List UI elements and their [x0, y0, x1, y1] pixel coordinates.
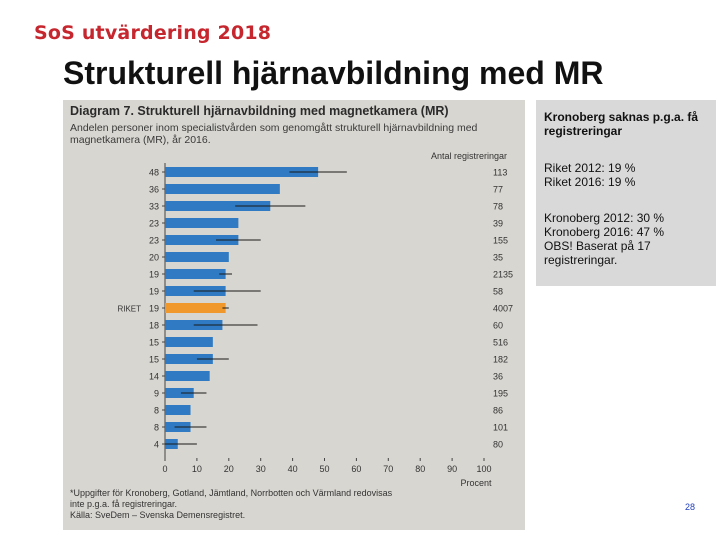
bar — [165, 218, 239, 228]
bar-value-label: 4 — [154, 440, 159, 450]
bar-value-label: 19 — [149, 287, 159, 297]
bar-count-label: 36 — [493, 372, 503, 382]
bar-value-label: 48 — [149, 168, 159, 178]
bar-value-label: 8 — [154, 423, 159, 433]
info-riket-2016: Riket 2016: 19 % — [544, 175, 636, 189]
bar-value-label: 19 — [149, 304, 159, 314]
x-tick-label: 80 — [415, 464, 425, 474]
chart-footnotes: *Uppgifter för Kronoberg, Gotland, Jämtl… — [70, 488, 510, 521]
page-number: 28 — [685, 502, 696, 512]
bar-count-label: 113 — [493, 168, 507, 178]
bar-value-label: 9 — [154, 389, 159, 399]
x-tick-label: 0 — [162, 464, 167, 474]
bar-count-label: 35 — [493, 253, 503, 263]
bar-value-label: 33 — [149, 202, 159, 212]
x-tick-label: 40 — [288, 464, 298, 474]
chart-subtitle-line: magnetkamera (MR), år 2016. — [70, 134, 211, 146]
bar — [165, 235, 239, 245]
bar-value-label: 15 — [149, 355, 159, 365]
bar-count-label: 2135 — [493, 270, 513, 280]
x-tick-label: 30 — [256, 464, 266, 474]
bar-riket — [165, 303, 226, 313]
info-kronoberg-2016: Kronoberg 2016: 47 % — [544, 225, 665, 239]
bar-value-label: 19 — [149, 270, 159, 280]
bar — [165, 320, 223, 330]
bar-count-label: 4007 — [493, 304, 513, 314]
x-tick-label: 10 — [192, 464, 202, 474]
bar — [165, 184, 280, 194]
bar-value-label: 18 — [149, 321, 159, 331]
brand-logo-text: SoS utvärdering 2018 — [34, 22, 272, 44]
bar-value-label: 8 — [154, 406, 159, 416]
info-note: Kronoberg saknas p.g.a. få registreringa… — [544, 110, 699, 138]
x-tick-label: 70 — [383, 464, 393, 474]
chart-panel: Diagram 7. Strukturell hjärnavbildning m… — [63, 100, 525, 530]
footnote-source: Källa: SveDem – Svenska Demensregistret. — [70, 510, 246, 520]
bar-value-label: 23 — [149, 236, 159, 246]
bar-count-label: 182 — [493, 355, 508, 365]
bar — [165, 269, 226, 279]
info-kronoberg-warning: OBS! Baserat på 17 registreringar. — [544, 239, 651, 267]
bar — [165, 354, 213, 364]
count-column-header: Antal registreringar — [431, 151, 508, 161]
x-tick-label: 60 — [351, 464, 361, 474]
bar-count-label: 77 — [493, 185, 503, 195]
bar-value-label: 23 — [149, 219, 159, 229]
info-kronoberg: Kronoberg 2012: 30 % Kronoberg 2016: 47 … — [544, 211, 712, 267]
x-tick-label: 50 — [319, 464, 329, 474]
bar-count-label: 101 — [493, 423, 508, 433]
bar — [165, 167, 319, 177]
bar — [165, 337, 213, 347]
x-tick-label: 20 — [224, 464, 234, 474]
bar — [165, 388, 194, 398]
bar-count-label: 195 — [493, 389, 508, 399]
bar-count-label: 516 — [493, 338, 508, 348]
bar-count-label: 39 — [493, 219, 503, 229]
bar — [165, 252, 229, 262]
x-tick-label: 100 — [476, 464, 491, 474]
chart-subtitle: Andelen personer inom specialistvården s… — [70, 122, 520, 146]
bar-value-label: 36 — [149, 185, 159, 195]
bar-count-label: 86 — [493, 406, 503, 416]
info-kronoberg-2012: Kronoberg 2012: 30 % — [544, 211, 665, 225]
bar — [165, 201, 271, 211]
bar-count-label: 80 — [493, 440, 503, 450]
footnote-line: *Uppgifter för Kronoberg, Gotland, Jämtl… — [70, 488, 393, 498]
bar — [165, 405, 191, 415]
x-axis-label: Procent — [460, 478, 492, 488]
info-box: Kronoberg saknas p.g.a. få registreringa… — [536, 100, 716, 286]
x-tick-label: 90 — [447, 464, 457, 474]
bar-value-label: 14 — [149, 372, 159, 382]
bar-count-label: 155 — [493, 236, 508, 246]
bar-count-label: 60 — [493, 321, 503, 331]
bar-value-label: 20 — [149, 253, 159, 263]
bar-count-label: 78 — [493, 202, 503, 212]
bar — [165, 371, 210, 381]
slide-title: Strukturell hjärnavbildning med MR — [63, 55, 604, 91]
bar-value-label: 15 — [149, 338, 159, 348]
chart-title: Diagram 7. Strukturell hjärnavbildning m… — [70, 104, 449, 118]
bar-count-label: 58 — [493, 287, 503, 297]
bar-prefix-label: RIKET — [117, 305, 141, 314]
info-riket: Riket 2012: 19 % Riket 2016: 19 % — [544, 161, 712, 189]
info-riket-2012: Riket 2012: 19 % — [544, 161, 636, 175]
footnote-line: inte p.g.a. få registreringar. — [70, 499, 178, 509]
chart-subtitle-line: Andelen personer inom specialistvården s… — [70, 122, 478, 134]
